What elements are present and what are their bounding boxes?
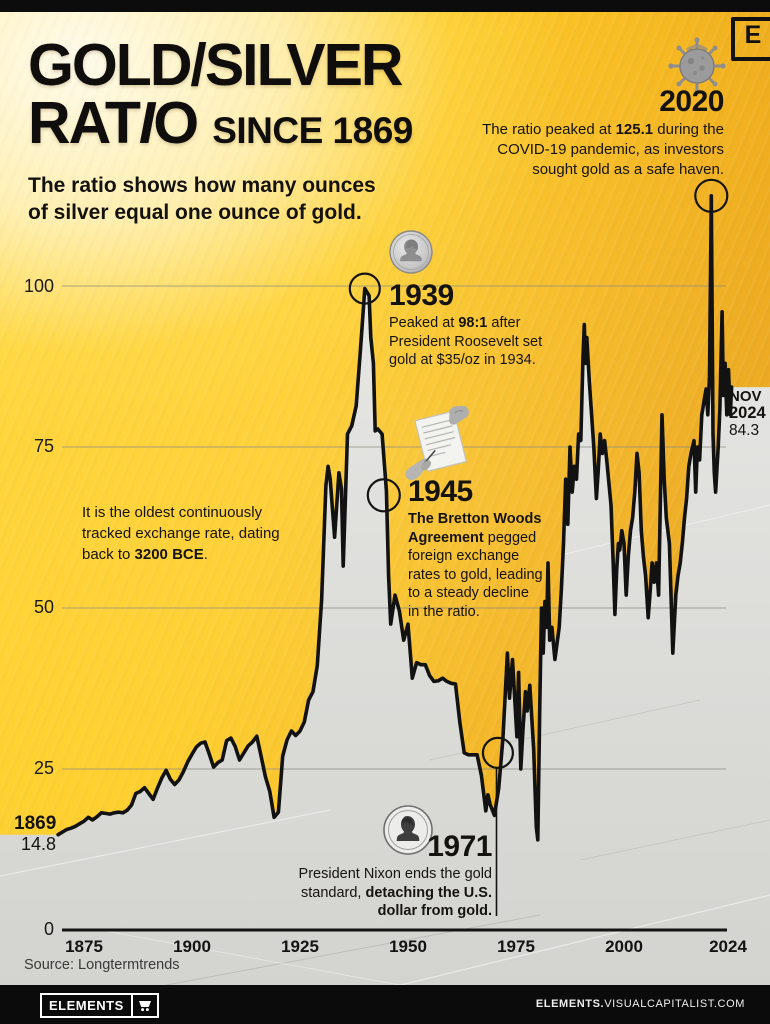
y-tick-100: 100 <box>23 276 54 296</box>
end-value: 84.3 <box>729 421 760 439</box>
x-tick-2024: 2024 <box>709 937 747 956</box>
annotation-2020-year: 2020 <box>659 85 724 118</box>
marker-circle <box>348 272 381 305</box>
page-title: GOLD/SILVER RATIO SINCE 1869 <box>28 32 413 156</box>
y-tick-75: 75 <box>33 436 54 456</box>
series-start-label: 1869 14.8 <box>14 813 56 855</box>
x-tick-1975: 1975 <box>497 937 535 956</box>
annotation-1971: 1971 President Nixon ends the gold stand… <box>277 830 493 921</box>
y-tick-0: 0 <box>43 919 54 939</box>
x-tick-1950: 1950 <box>389 937 427 956</box>
footer-bar: ELEMENTS ELEMENTS.VISUALCAPITALIST.COM <box>0 985 770 1024</box>
source-credit: Source: Longtermtrends <box>24 957 180 973</box>
end-year: 2024 <box>729 403 766 422</box>
start-value: 14.8 <box>21 834 57 854</box>
marker-circle <box>481 736 514 770</box>
end-month: NOV <box>729 388 762 405</box>
subtitle: The ratio shows how many ounces of silve… <box>28 174 376 224</box>
elements-logo-text: ELEMENTS <box>49 998 124 1013</box>
roosevelt-coin-icon <box>389 230 433 274</box>
note-oldest-exchange-rate: It is the oldest continuously tracked ex… <box>82 504 280 563</box>
signing-document-icon <box>405 406 469 481</box>
title-line1: GOLD/SILVER <box>28 32 404 98</box>
x-tick-1925: 1925 <box>281 937 319 956</box>
start-year: 1869 <box>14 813 57 834</box>
annotation-1945-text: The Bretton Woods Agreement pegged forei… <box>408 511 543 620</box>
marker-circle <box>694 178 729 213</box>
mining-cart-icon <box>130 995 157 1016</box>
annotation-1945-year: 1945 <box>408 475 473 508</box>
series-end-label: NOV 2024 84.3 <box>729 389 766 439</box>
annotation-2020-text: The ratio peaked at 125.1 during the COV… <box>482 121 724 178</box>
annotation-1939-text: Peaked at 98:1 after President Roosevelt… <box>389 315 543 368</box>
annotation-1939-year: 1939 <box>389 279 454 312</box>
y-tick-50: 50 <box>33 597 54 617</box>
nixon-coin-icon <box>383 805 433 855</box>
annotation-2020: 2020 The ratio peaked at 125.1 during th… <box>482 86 724 180</box>
top-bar <box>0 0 770 12</box>
elements-e-logo: E <box>731 17 770 61</box>
title-since: SINCE 1869 <box>212 110 413 151</box>
y-tick-25: 25 <box>33 758 54 778</box>
x-tick-2000: 2000 <box>605 937 643 956</box>
x-tick-1900: 1900 <box>173 937 211 956</box>
annotation-1945: 1945 The Bretton Woods Agreement pegged … <box>408 476 543 621</box>
footer-url: ELEMENTS.VISUALCAPITALIST.COM <box>535 998 745 1010</box>
area-under-curve <box>0 195 770 1024</box>
annotation-1939: 1939 Peaked at 98:1 after President Roos… <box>389 280 542 370</box>
annotation-1971-text: President Nixon ends the gold standard, … <box>298 866 492 919</box>
event-marker-circles <box>348 178 729 770</box>
marker-circle <box>366 478 401 513</box>
title-line2: RATIO <box>28 90 199 156</box>
x-tick-1875: 1875 <box>65 937 103 956</box>
elements-footer-logo: ELEMENTS <box>40 993 159 1018</box>
covid-virus-icon <box>668 37 726 95</box>
annotation-1971-year: 1971 <box>427 830 492 863</box>
